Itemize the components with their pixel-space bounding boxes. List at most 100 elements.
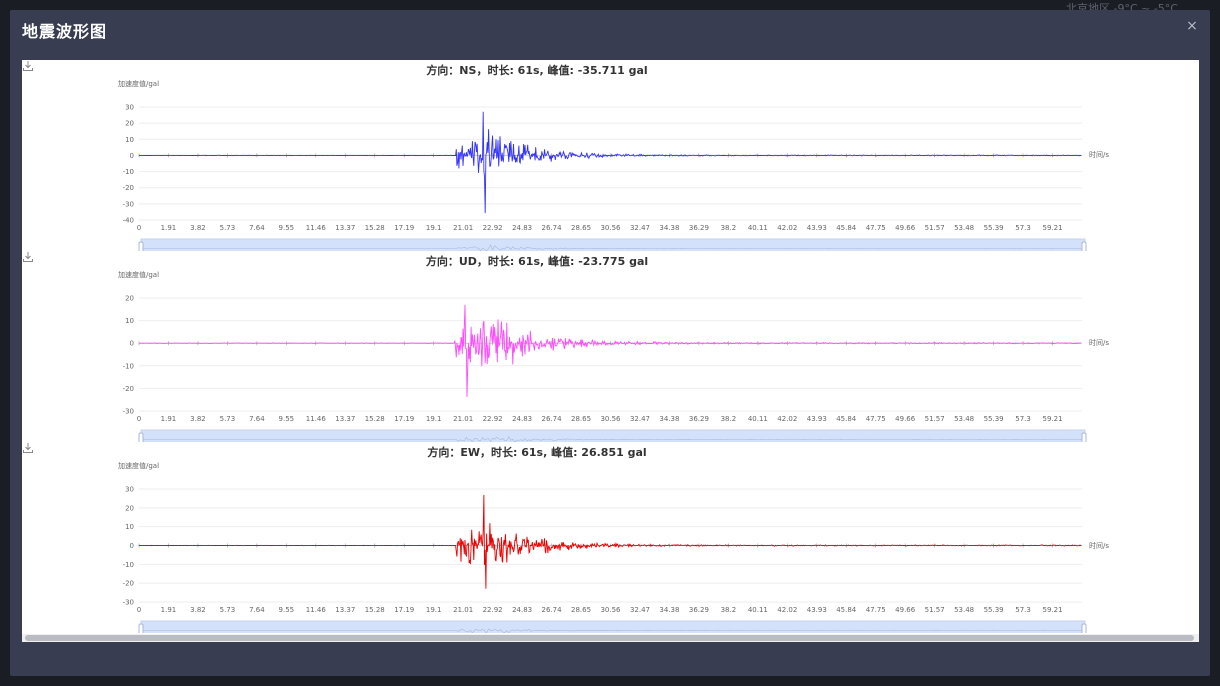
x-tick-label: 40.11	[748, 224, 768, 232]
x-tick-label: 36.29	[689, 606, 709, 614]
x-tick-label: 49.66	[895, 606, 916, 614]
x-tick-label: 45.84	[836, 606, 857, 614]
x-tick-label: 43.93	[807, 224, 827, 232]
zoom-handle-right	[1081, 241, 1087, 251]
y-tick-label: 20	[125, 120, 134, 128]
x-tick-label: 34.38	[659, 415, 679, 423]
y-tick-label: 30	[125, 104, 134, 112]
series-line	[139, 304, 1082, 397]
x-tick-label: 13.37	[335, 224, 355, 232]
x-tick-label: 40.11	[748, 606, 768, 614]
x-tick-label: 13.37	[335, 415, 355, 423]
y-axis-label: 加速度值/gal	[118, 271, 160, 279]
chart-title: 方向：UD，时长: 61s, 峰值: -23.775 gal	[425, 255, 649, 268]
x-tick-label: 24.83	[512, 415, 532, 423]
x-tick-label: 11.46	[306, 415, 327, 423]
x-tick-label: 17.19	[394, 606, 414, 614]
x-tick-label: 21.01	[453, 415, 473, 423]
x-tick-label: 38.2	[721, 606, 737, 614]
x-tick-label: 59.21	[1043, 415, 1063, 423]
chart-container: 方向：NS，时长: 61s, 峰值: -35.711 gal 加速度值/gal …	[22, 60, 1199, 642]
chart-title: 方向：EW，时长: 61s, 峰值: 26.851 gal	[427, 446, 647, 459]
x-tick-label: 11.46	[306, 224, 327, 232]
y-tick-label: -10	[123, 168, 134, 176]
x-tick-label: 53.48	[954, 415, 974, 423]
x-axis-label: 时间/s	[1089, 151, 1110, 160]
x-tick-label: 5.73	[220, 415, 236, 423]
x-tick-label: 34.38	[659, 224, 679, 232]
zoom-preview-line	[141, 244, 1083, 251]
close-button[interactable]: ×	[1186, 18, 1198, 34]
chart-title: 方向：NS，时长: 61s, 峰值: -35.711 gal	[426, 64, 648, 77]
x-tick-label: 45.84	[836, 224, 857, 232]
x-tick-label: 28.65	[571, 606, 591, 614]
y-tick-label: 0	[130, 542, 134, 550]
download-icon[interactable]	[22, 442, 34, 454]
x-tick-label: 19.1	[426, 224, 442, 232]
y-tick-label: -20	[123, 385, 134, 393]
zoom-preview-line	[141, 628, 1083, 633]
y-tick-label: 30	[125, 486, 134, 494]
x-tick-label: 42.02	[777, 606, 797, 614]
x-tick-label: 36.29	[689, 415, 709, 423]
horizontal-scrollbar[interactable]	[22, 634, 1199, 642]
x-tick-label: 5.73	[220, 224, 236, 232]
chart-panel-ud: 方向：UD，时长: 61s, 峰值: -23.775 gal 加速度值/gal …	[22, 251, 1199, 442]
x-axis-label: 时间/s	[1089, 339, 1110, 348]
x-tick-label: 55.39	[984, 606, 1004, 614]
x-tick-label: 19.1	[426, 415, 442, 423]
x-tick-label: 36.29	[689, 224, 709, 232]
download-icon[interactable]	[22, 251, 34, 263]
y-tick-label: -20	[123, 580, 134, 588]
y-tick-label: 20	[125, 504, 134, 512]
y-tick-label: -30	[123, 200, 134, 208]
x-tick-label: 26.74	[542, 606, 563, 614]
x-tick-label: 32.47	[630, 224, 650, 232]
x-tick-label: 17.19	[394, 224, 414, 232]
x-tick-label: 38.2	[721, 415, 737, 423]
series-line	[139, 111, 1082, 214]
x-tick-label: 42.02	[777, 415, 797, 423]
y-axis-label: 加速度值/gal	[118, 462, 160, 470]
x-tick-label: 59.21	[1043, 224, 1063, 232]
chart-panel-ns: 方向：NS，时长: 61s, 峰值: -35.711 gal 加速度值/gal …	[22, 60, 1199, 251]
x-tick-label: 49.66	[895, 415, 916, 423]
zoom-preview-line	[141, 436, 1083, 442]
x-tick-label: 26.74	[542, 224, 563, 232]
y-tick-label: 20	[125, 295, 134, 303]
x-tick-label: 55.39	[984, 224, 1004, 232]
x-tick-label: 45.84	[836, 415, 857, 423]
x-tick-label: 1.91	[161, 224, 177, 232]
x-tick-label: 34.38	[659, 606, 679, 614]
y-tick-label: -30	[123, 599, 134, 607]
download-icon[interactable]	[22, 60, 34, 72]
x-tick-label: 3.82	[190, 606, 206, 614]
x-tick-label: 40.11	[748, 415, 768, 423]
zoom-slider	[140, 238, 1086, 251]
x-tick-label: 19.1	[426, 606, 442, 614]
x-tick-label: 38.2	[721, 224, 737, 232]
x-tick-label: 21.01	[453, 606, 473, 614]
zoom-handle-right	[1081, 623, 1087, 633]
zoom-handle-left	[138, 241, 144, 251]
x-tick-label: 32.47	[630, 415, 650, 423]
zoom-slider	[140, 429, 1086, 442]
x-tick-label: 28.65	[571, 415, 591, 423]
x-tick-label: 0	[137, 606, 141, 614]
y-tick-label: 0	[130, 152, 134, 160]
y-tick-label: -20	[123, 184, 134, 192]
x-tick-label: 51.57	[925, 224, 945, 232]
x-tick-label: 9.55	[279, 224, 295, 232]
zoom-handle-right	[1081, 432, 1087, 442]
y-axis-label: 加速度值/gal	[118, 80, 160, 88]
x-axis-label: 时间/s	[1089, 541, 1110, 550]
zoom-handle-left	[138, 623, 144, 633]
x-tick-label: 11.46	[306, 606, 327, 614]
x-tick-label: 32.47	[630, 606, 650, 614]
x-tick-label: 43.93	[807, 606, 827, 614]
x-tick-label: 55.39	[984, 415, 1004, 423]
scrollbar-thumb[interactable]	[25, 635, 1194, 641]
x-tick-label: 1.91	[161, 415, 177, 423]
x-tick-label: 24.83	[512, 606, 532, 614]
